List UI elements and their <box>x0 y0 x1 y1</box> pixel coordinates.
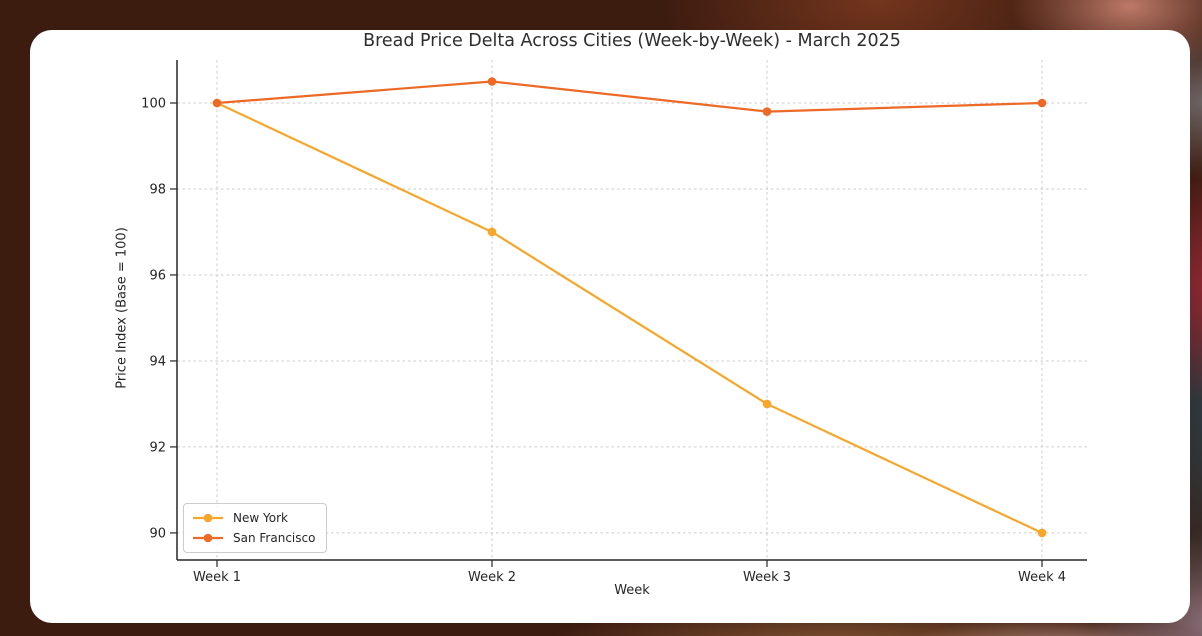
x-tick-label: Week 4 <box>1018 570 1066 585</box>
legend-item-san-francisco: San Francisco <box>191 529 315 547</box>
y-axis-label: Price Index (Base = 100) <box>114 227 130 389</box>
x-tick-label: Week 1 <box>193 570 241 585</box>
x-tick-label: Week 2 <box>468 570 516 585</box>
gridlines <box>177 60 1087 560</box>
data-point-san-francisco <box>1037 98 1047 108</box>
y-tick-label: 100 <box>141 96 166 111</box>
data-point-new-york <box>1037 528 1047 538</box>
legend-dot <box>203 533 213 543</box>
y-tick-label: 94 <box>149 354 166 369</box>
data-point-san-francisco <box>487 77 497 86</box>
y-tick-label: 96 <box>149 268 166 283</box>
data-point-san-francisco <box>212 98 222 108</box>
tick-labels: 90 92 94 96 98 100 Week 1 Week 2 Week 3 Week 4 <box>141 96 1066 585</box>
y-tick-label: 98 <box>149 182 166 197</box>
legend-marker-icon <box>193 533 223 543</box>
data-point-new-york <box>762 399 772 409</box>
y-tick-label: 92 <box>149 440 166 455</box>
x-axis-label: Week <box>614 583 650 598</box>
axes <box>176 60 1087 561</box>
series-line-new-york <box>216 101 1043 534</box>
legend-item-new-york: New York <box>191 509 315 527</box>
series-line-san-francisco <box>216 80 1043 113</box>
legend: New York San Francisco <box>183 503 328 553</box>
series-new-york <box>212 98 1047 538</box>
chart-title: Bread Price Delta Across Cities (Week-by… <box>363 31 901 51</box>
x-tick-label: Week 3 <box>743 570 791 585</box>
legend-label: San Francisco <box>233 531 316 545</box>
tick-marks <box>170 102 1043 567</box>
legend-marker-icon <box>193 513 223 523</box>
legend-dot <box>203 513 213 523</box>
y-tick-label: 90 <box>149 526 166 541</box>
data-point-new-york <box>487 227 497 237</box>
series-san-francisco <box>212 77 1047 116</box>
legend-label: New York <box>233 511 288 525</box>
data-point-san-francisco <box>762 107 772 116</box>
